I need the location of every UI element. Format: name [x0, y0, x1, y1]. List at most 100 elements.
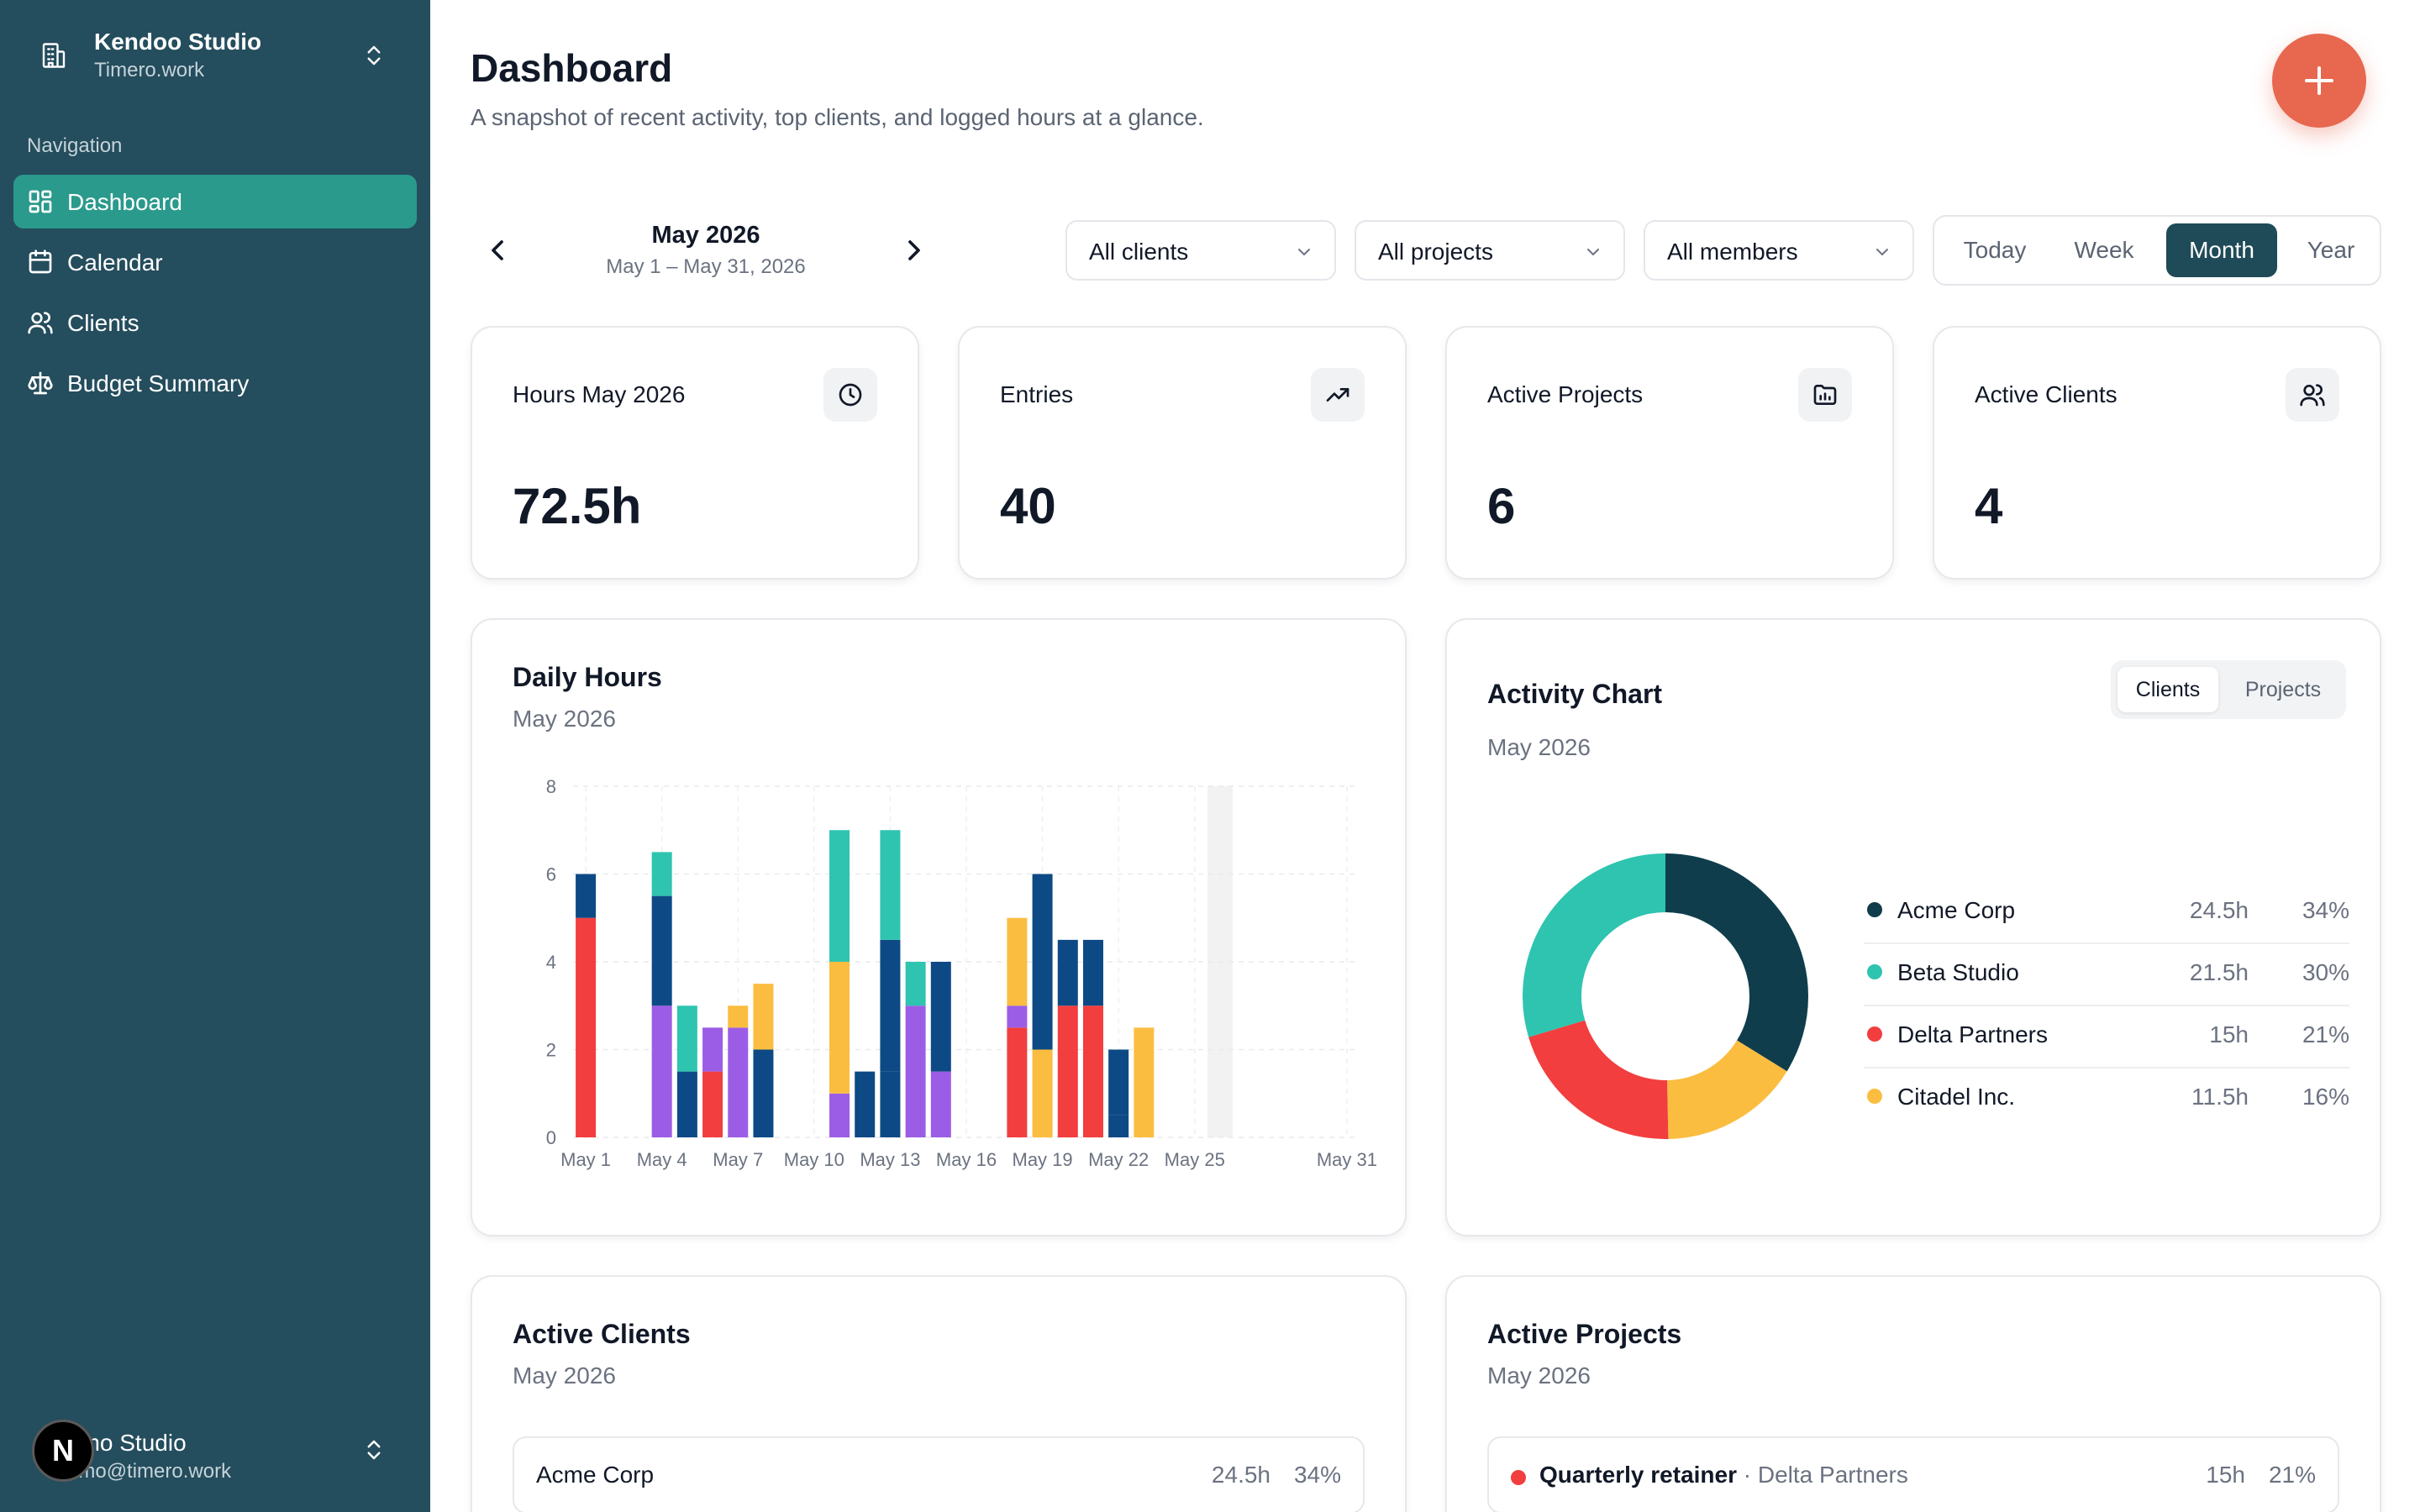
- page-subtitle: A snapshot of recent activity, top clien…: [471, 104, 1204, 130]
- sidebar-item-budget-summary[interactable]: Budget Summary: [13, 356, 417, 410]
- legend-hours: 24.5h: [2189, 897, 2249, 923]
- legend-item: Delta Partners 15h 21%: [1864, 1006, 2349, 1068]
- stat-label: Entries: [1000, 381, 1074, 407]
- daily-hours-card: Daily Hours May 2026 0 2 4 6 8 May 1 May 4 May …: [471, 618, 1407, 1236]
- calendar-icon: [29, 249, 52, 274]
- user-menu[interactable]: emo Studio emo@timero.work N: [27, 1411, 403, 1487]
- bar-day-19[interactable]: [1032, 874, 1053, 1138]
- active-clients-card: Active Clients May 2026 Acme Corp 24.5h …: [471, 1275, 1407, 1512]
- project-title: Quarterly retainer: [1539, 1462, 1737, 1488]
- chevron-down-icon: [1298, 249, 1310, 256]
- bar-day-5[interactable]: [676, 1005, 697, 1137]
- stat-icon-badge: [823, 368, 877, 422]
- bar-day-8[interactable]: [753, 984, 774, 1137]
- clients-filter-value: All clients: [1089, 239, 1189, 265]
- bar-day-1[interactable]: [576, 874, 597, 1138]
- bar-segment: [676, 1071, 697, 1137]
- y-tick-label: 2: [546, 1040, 556, 1061]
- bar-segment: [1108, 1115, 1129, 1137]
- add-entry-button[interactable]: [2272, 34, 2366, 128]
- sidebar-item-label: Budget Summary: [67, 370, 250, 396]
- bar-day-12[interactable]: [855, 1071, 876, 1137]
- legend-pct: 21%: [2302, 1021, 2349, 1047]
- chevron-down-icon: [1876, 249, 1888, 256]
- bar-segment: [651, 895, 672, 1006]
- y-tick-label: 6: [546, 864, 556, 885]
- bar-day-14[interactable]: [905, 962, 926, 1137]
- bar-day-22[interactable]: [1108, 1049, 1129, 1138]
- bar-segment: [1057, 1005, 1078, 1137]
- tab-month[interactable]: Month: [2166, 223, 2277, 277]
- project-name: Quarterly retainer · Delta Partners: [1539, 1462, 1908, 1488]
- x-tick-label: May 7: [713, 1149, 763, 1170]
- card-title: Active Projects: [1487, 1319, 1682, 1349]
- bar-segment: [576, 874, 597, 918]
- bar-segment: [1007, 917, 1028, 1006]
- bar-segment: [1057, 939, 1078, 1006]
- donut-slice-delta-partners[interactable]: [1523, 853, 1808, 1139]
- card-title: Activity Chart: [1487, 679, 1663, 709]
- stat-icon-badge: [1311, 368, 1365, 422]
- bar-segment: [728, 1005, 749, 1028]
- workspace-switcher[interactable]: Kendoo Studio Timero.work: [27, 22, 403, 87]
- members-filter[interactable]: All members: [1644, 220, 1914, 281]
- bar-day-7[interactable]: [728, 1005, 749, 1137]
- chevrons-up-down-icon: [367, 45, 381, 66]
- bar-segment: [829, 962, 850, 1094]
- next-month-button[interactable]: [897, 234, 931, 267]
- nav-section-label: Navigation: [27, 134, 123, 157]
- sidebar-item-dashboard[interactable]: Dashboard: [13, 175, 417, 228]
- bar-day-11[interactable]: [829, 830, 850, 1137]
- bar-segment: [1082, 1005, 1103, 1137]
- project-pct: 21%: [2268, 1462, 2316, 1488]
- legend-hours: 21.5h: [2189, 959, 2249, 985]
- sidebar-item-clients[interactable]: Clients: [13, 296, 417, 349]
- toggle-projects[interactable]: Projects: [2244, 678, 2322, 701]
- bar-segment: [829, 830, 850, 962]
- bar-segment: [676, 1005, 697, 1072]
- projects-filter[interactable]: All projects: [1355, 220, 1625, 281]
- bar-day-13[interactable]: [880, 830, 901, 1137]
- tab-year[interactable]: Year: [2307, 237, 2355, 263]
- bar-day-18[interactable]: [1007, 917, 1028, 1137]
- bar-day-15[interactable]: [930, 962, 951, 1137]
- donut-slice-beta-studio[interactable]: [1523, 853, 1808, 1139]
- avatar[interactable]: N: [32, 1420, 94, 1482]
- legend-item: Acme Corp 24.5h 34%: [1864, 882, 2349, 944]
- card-subtitle: May 2026: [1487, 1362, 1591, 1389]
- x-tick-label: May 13: [860, 1149, 920, 1170]
- bar-day-21[interactable]: [1082, 939, 1103, 1137]
- stat-card-active-clients: Active Clients 4: [1933, 326, 2381, 580]
- range-tabs: Today Week Month Year: [1933, 215, 2381, 286]
- user-email: emo@timero.work: [67, 1460, 232, 1483]
- projects-filter-value: All projects: [1378, 239, 1493, 265]
- bar-segment: [1032, 1049, 1053, 1137]
- previous-month-button[interactable]: [481, 234, 514, 267]
- bar-segment: [753, 1049, 774, 1137]
- stat-value: 72.5h: [513, 478, 642, 534]
- y-tick-label: 8: [546, 776, 556, 797]
- list-item[interactable]: Quarterly retainer · Delta Partners 15h …: [1487, 1436, 2339, 1512]
- client-pct: 34%: [1293, 1462, 1341, 1488]
- sidebar-item-calendar[interactable]: Calendar: [13, 235, 417, 289]
- activity-toggle: Clients Projects: [2111, 660, 2346, 719]
- period-title: May 2026: [651, 222, 760, 249]
- legend-dot: [1867, 1089, 1882, 1104]
- clients-filter[interactable]: All clients: [1065, 220, 1336, 281]
- tab-week[interactable]: Week: [2074, 237, 2134, 263]
- bar-segment: [880, 830, 901, 940]
- toggle-clients[interactable]: Clients: [2118, 667, 2218, 712]
- legend-item: Beta Studio 21.5h 30%: [1864, 944, 2349, 1006]
- project-hours: 15h: [2206, 1462, 2245, 1488]
- bar-day-6[interactable]: [702, 1027, 723, 1137]
- bar-day-23[interactable]: [1134, 1027, 1155, 1137]
- card-subtitle: May 2026: [513, 1362, 616, 1389]
- tab-today[interactable]: Today: [1963, 237, 2027, 263]
- chevrons-up-down-icon: [367, 1440, 381, 1460]
- activity-chart-card: Activity Chart May 2026 Clients Projects…: [1445, 618, 2381, 1236]
- bar-segment: [728, 1027, 749, 1137]
- bar-day-4[interactable]: [651, 852, 672, 1137]
- bar-day-20[interactable]: [1057, 939, 1078, 1137]
- bar-segment: [1108, 1049, 1129, 1116]
- list-item[interactable]: Acme Corp 24.5h 34%: [513, 1436, 1365, 1512]
